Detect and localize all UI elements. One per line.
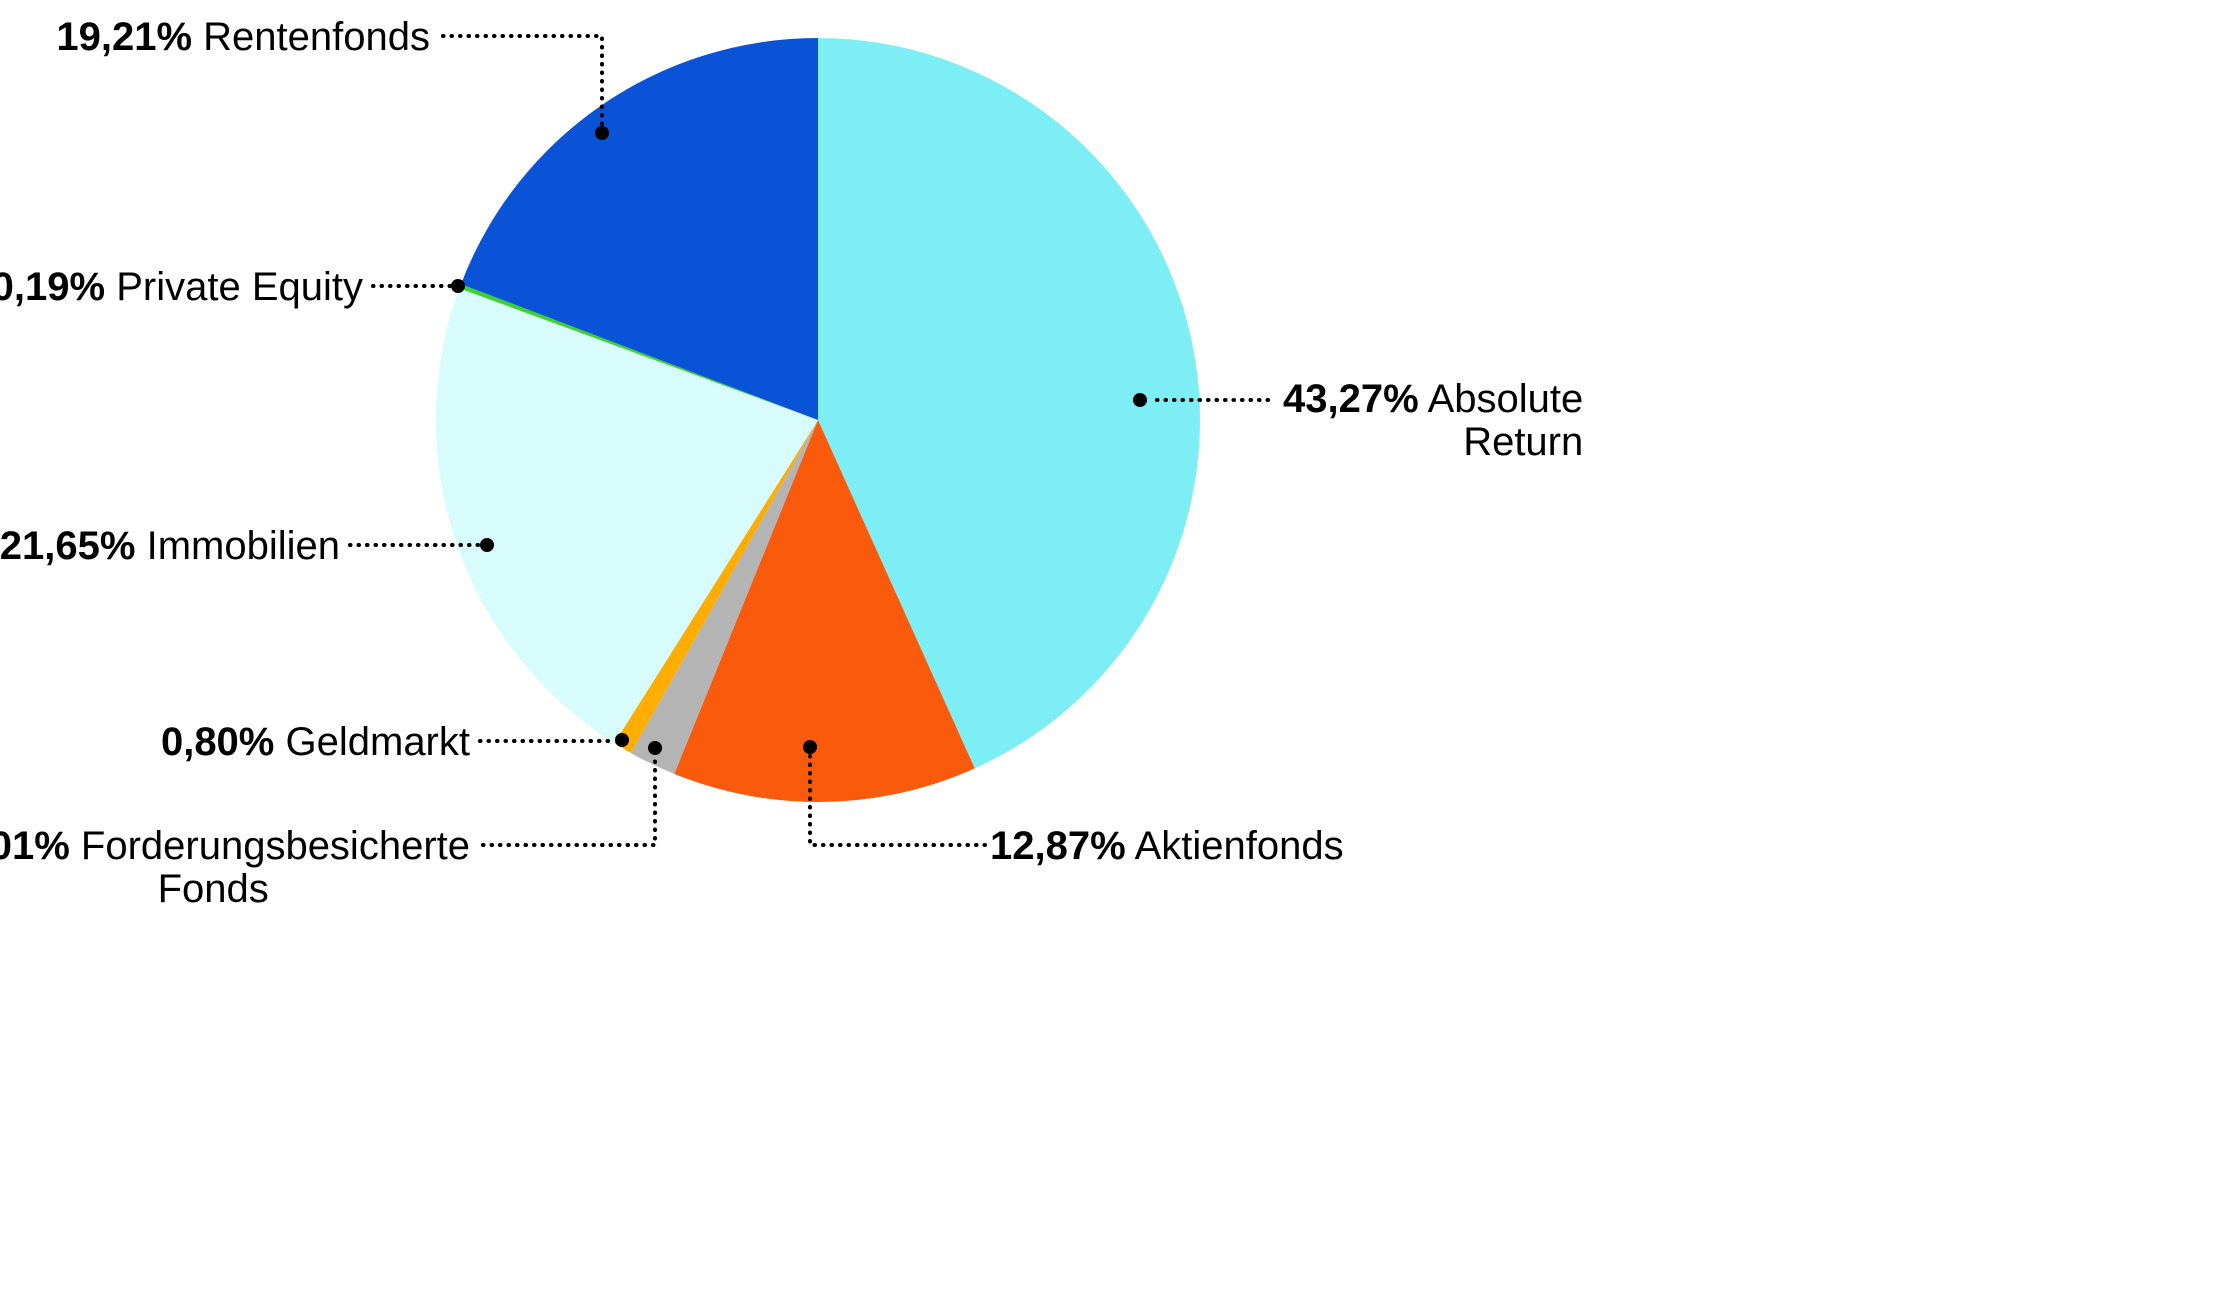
forderungsbesicherte-fonds-dot <box>648 741 662 755</box>
callout-absolute-return: 43,27% Absolute Return <box>1283 378 1583 464</box>
forderungsbesicherte-fonds-leader-line <box>481 755 657 847</box>
callout-immobilien: 21,65% Immobilien <box>0 525 340 568</box>
pie-slice-absolute-return <box>818 38 1200 769</box>
immobilien-name: Immobilien <box>146 524 340 568</box>
rentenfonds-dot <box>595 126 609 140</box>
absolute-return-name: Absolute <box>1427 377 1584 421</box>
absolute-return-dot <box>1133 393 1147 407</box>
forderungsbesicherte-fonds-line1: 2,01% Forderungsbesicherte <box>0 825 470 868</box>
pie-group <box>435 38 1200 802</box>
rentenfonds-leader-line <box>441 34 604 130</box>
pie-slice-private-equity <box>459 284 818 420</box>
absolute-return-pct: 43,27% <box>1283 377 1419 421</box>
absolute-return-line1: 43,27% Absolute <box>1283 378 1583 421</box>
forderungsbesicherte-fonds-pct: 2,01% <box>0 824 70 868</box>
private-equity-dot <box>451 279 465 293</box>
pie-slice-aktienfonds <box>674 420 975 802</box>
pie-slice-rentenfonds <box>461 38 818 420</box>
aktienfonds-leader-line <box>808 754 987 847</box>
immobilien-dot <box>480 538 494 552</box>
rentenfonds-pct: 19,21% <box>56 15 193 59</box>
callout-rentenfonds: 19,21% Rentenfonds <box>56 16 430 59</box>
callout-private-equity: 0,19% Private Equity <box>0 266 363 309</box>
forderungsbesicherte-fonds-line2: Fonds <box>157 866 269 911</box>
callout-aktienfonds: 12,87% Aktienfonds <box>990 825 1344 868</box>
callout-forderungsbesicherte-fonds: 2,01% Forderungsbesicherte Fonds <box>0 825 470 911</box>
aktienfonds-dot <box>803 740 817 754</box>
pie-slice-forderungsbesicherte-fonds <box>630 420 818 774</box>
geldmarkt-dot <box>615 733 629 747</box>
geldmarkt-pct: 0,80% <box>160 720 275 764</box>
aktienfonds-name: Aktienfonds <box>1134 824 1344 868</box>
pie-slice-geldmarkt <box>614 420 818 753</box>
callout-geldmarkt: 0,80% Geldmarkt <box>161 721 470 764</box>
pie-slice-immobilien <box>435 288 818 744</box>
forderungsbesicherte-fonds-name: Forderungsbesicherte <box>80 824 470 868</box>
private-equity-pct: 0,19% <box>0 265 106 309</box>
geldmarkt-name: Geldmarkt <box>285 720 471 764</box>
aktienfonds-pct: 12,87% <box>990 824 1126 868</box>
absolute-return-line2: Return <box>1463 419 1584 464</box>
private-equity-name: Private Equity <box>116 265 363 309</box>
immobilien-pct: 21,65% <box>0 524 136 568</box>
rentenfonds-name: Rentenfonds <box>203 15 430 59</box>
